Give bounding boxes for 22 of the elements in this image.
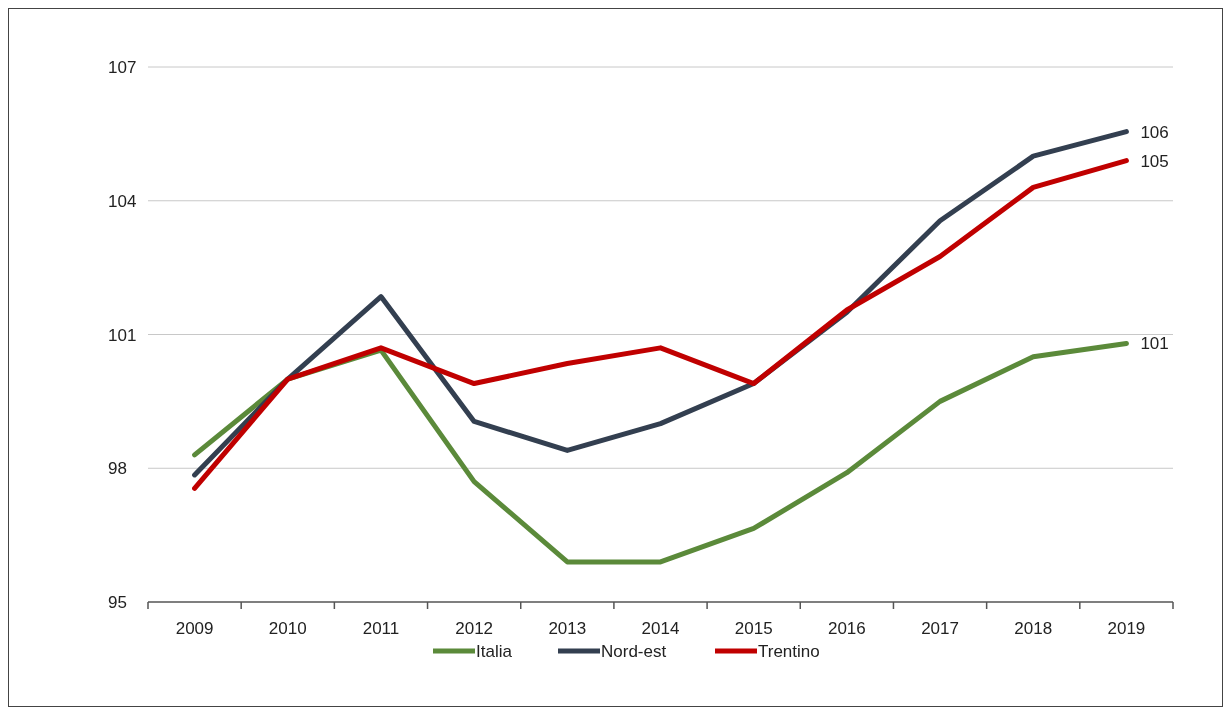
x-tick-label: 2013 <box>548 619 587 638</box>
x-tick-label: 2010 <box>268 619 307 638</box>
x-tick-label: 2019 <box>1107 619 1146 638</box>
x-tick-label: 2014 <box>641 619 680 638</box>
x-tick-label: 2012 <box>455 619 494 638</box>
data-label: 105 <box>1140 151 1169 171</box>
y-tick-label: 95 <box>108 593 127 612</box>
x-tick-label: 2016 <box>827 619 866 638</box>
data-label: 106 <box>1140 122 1169 142</box>
x-tick-label: 2015 <box>734 619 773 638</box>
legend-label: Italia <box>476 642 513 661</box>
x-tick-label: 2009 <box>175 619 214 638</box>
legend-label: Nord-est <box>601 642 667 661</box>
y-tick-label: 107 <box>108 58 137 77</box>
x-tick-label: 2017 <box>921 619 959 638</box>
data-label: 101 <box>1140 334 1169 354</box>
x-tick-label: 2011 <box>362 619 400 638</box>
y-tick-label: 104 <box>108 191 137 211</box>
y-tick-label: 98 <box>108 459 127 479</box>
y-tick-label: 101 <box>108 325 137 345</box>
x-tick-label: 2018 <box>1014 619 1053 638</box>
legend-label: Trentino <box>758 642 820 661</box>
